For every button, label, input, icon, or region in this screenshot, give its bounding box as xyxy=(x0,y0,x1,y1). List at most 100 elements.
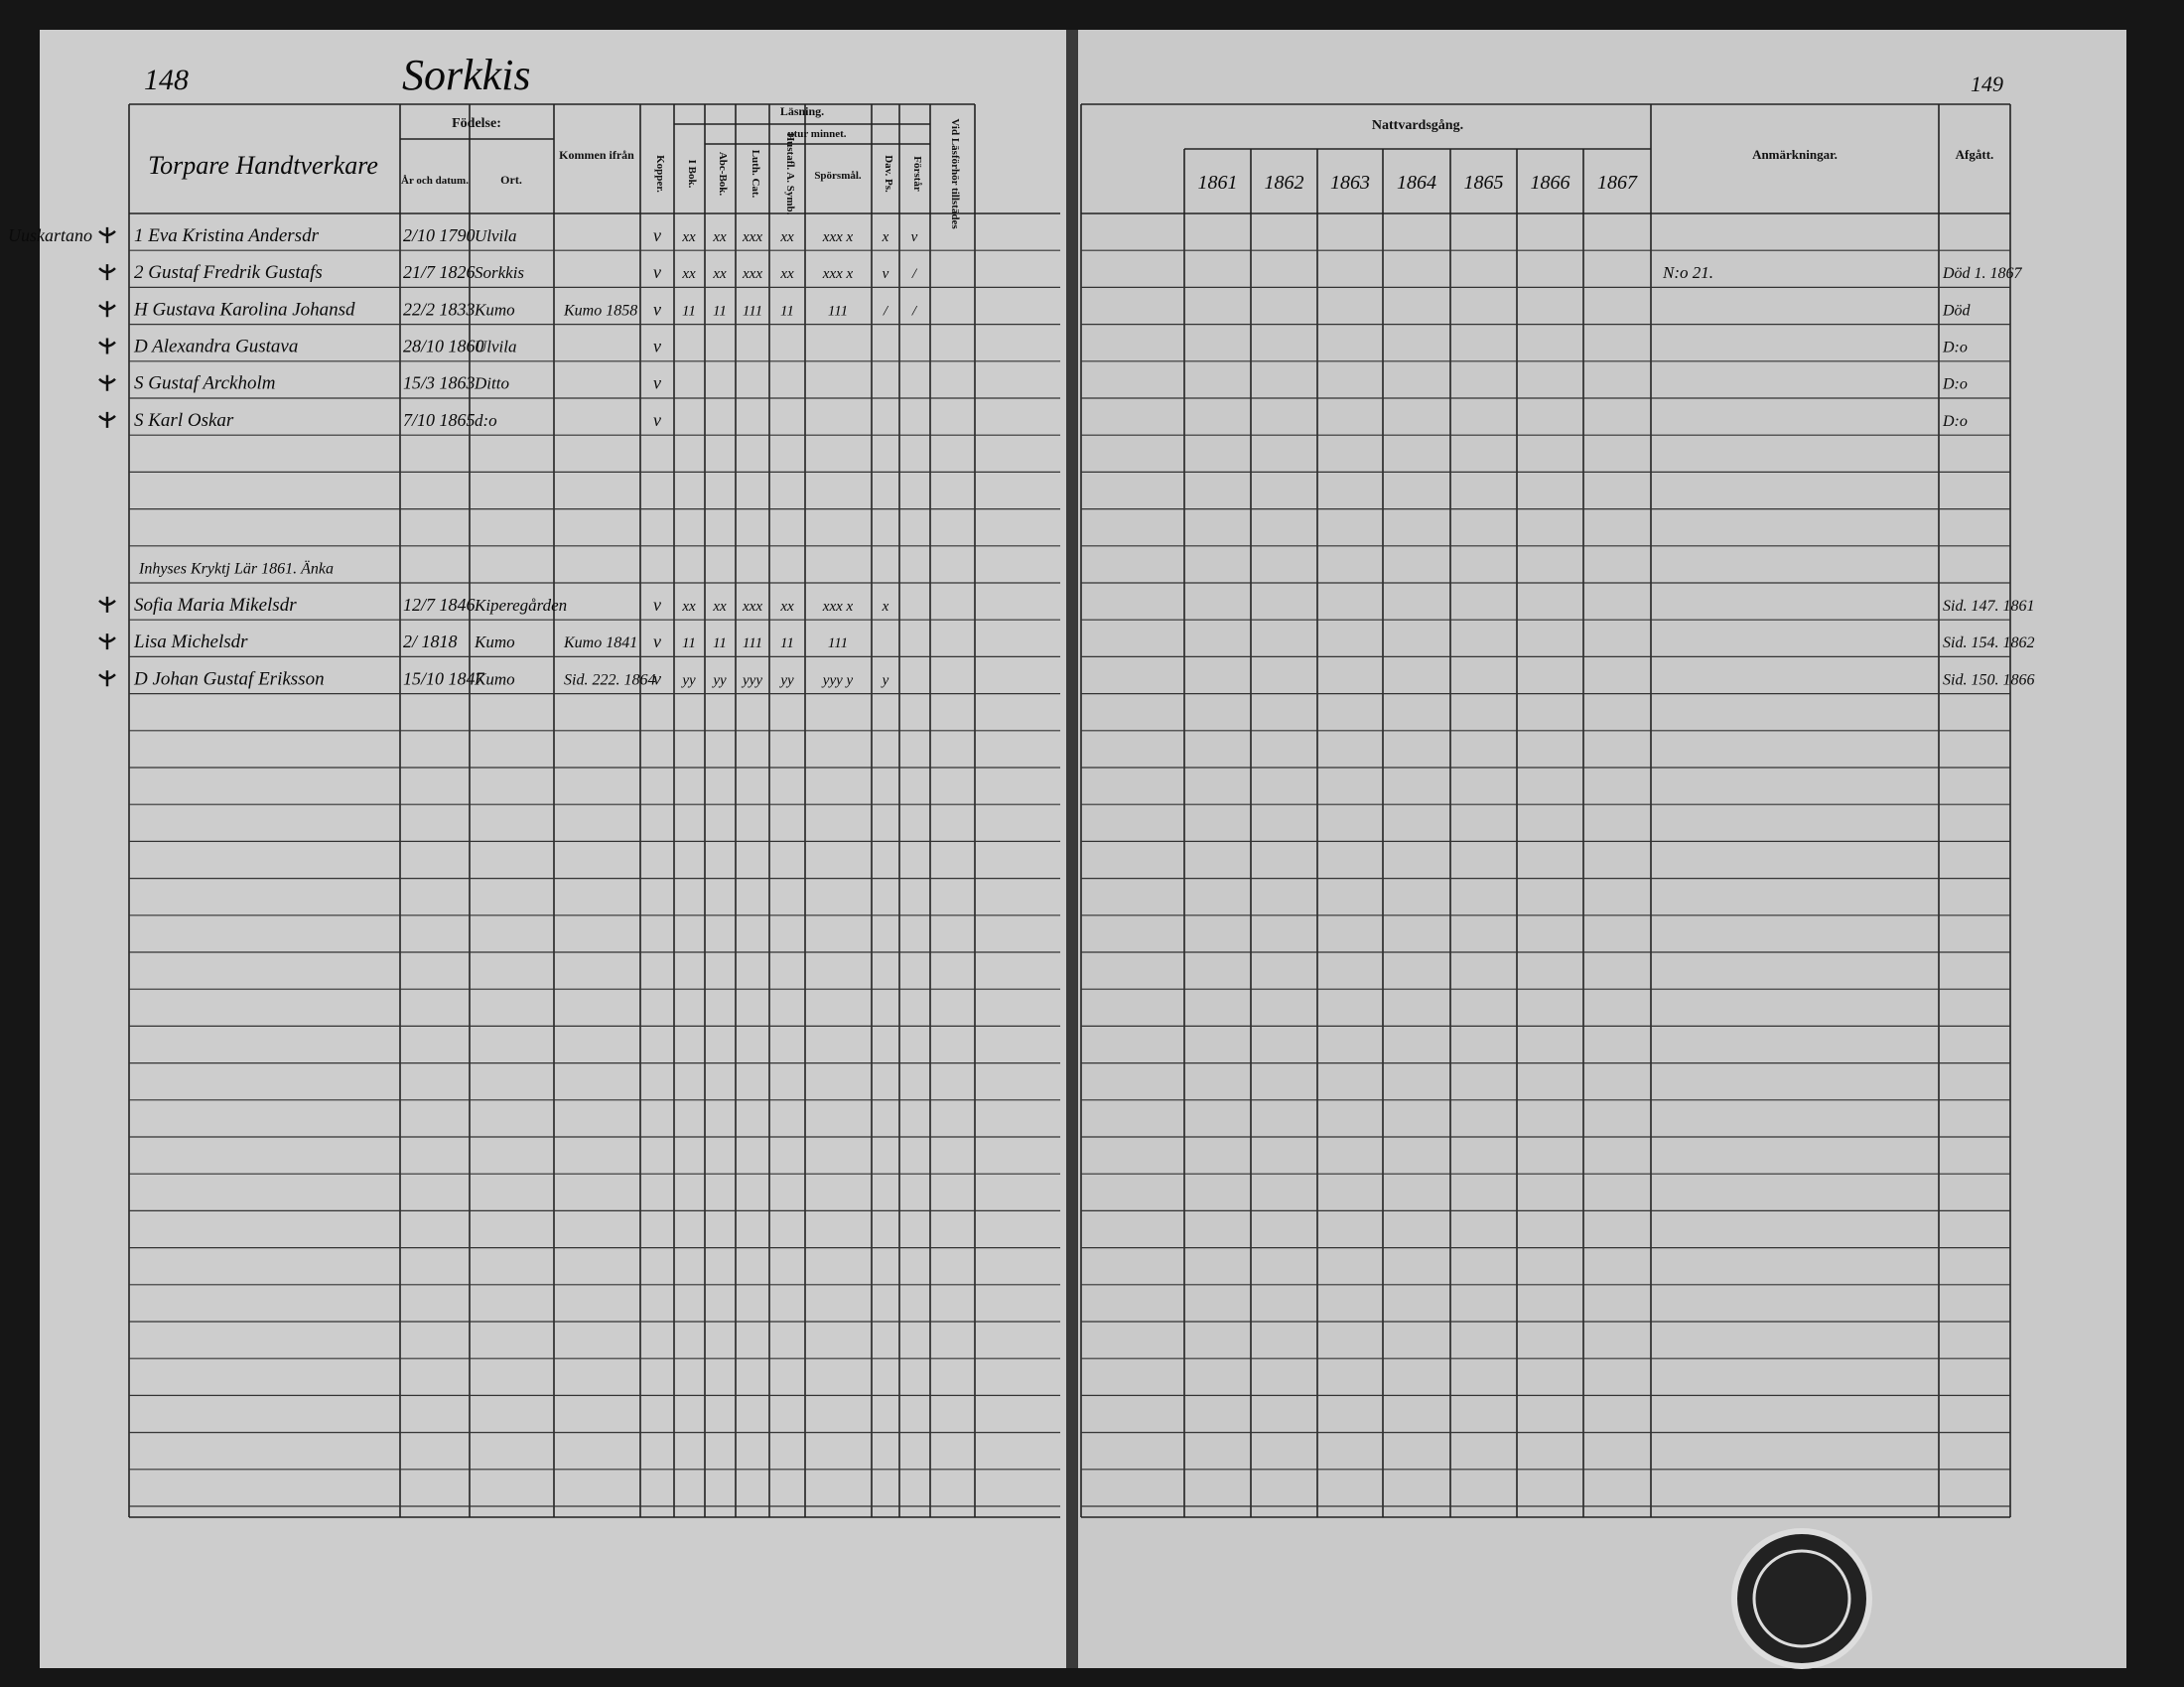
header-label: Spörsmål. xyxy=(814,170,862,182)
reading-mark: 111 xyxy=(743,635,762,651)
birth-date: 22/2 1833 xyxy=(403,299,476,319)
gutter xyxy=(1066,30,1078,1668)
reading-mark: xx xyxy=(681,229,696,245)
death-mark xyxy=(98,264,116,281)
came-from: Sid. 222. 1864 xyxy=(564,671,655,688)
reading-mark: xxx x xyxy=(822,599,854,615)
header-label: Ort. xyxy=(500,173,522,187)
birth-date: 15/10 1847 xyxy=(403,668,485,688)
birth-date: 2/ 1818 xyxy=(403,632,458,651)
kopper-mark: v xyxy=(653,410,661,430)
reading-mark: xx xyxy=(712,266,727,282)
header-label: Hustafl. A. Symb. xyxy=(784,133,796,215)
reading-mark: xx xyxy=(681,266,696,282)
death-mark xyxy=(98,633,116,650)
person-name: Lisa Michelsdr xyxy=(133,632,248,652)
header-label: Afgått. xyxy=(1956,147,1994,162)
reading-mark: xxx xyxy=(742,599,762,615)
reading-mark: / xyxy=(883,303,889,319)
reading-mark: xx xyxy=(712,599,727,615)
birth-date: 12/7 1846 xyxy=(403,595,476,615)
death-mark xyxy=(98,596,116,613)
reading-mark: yy xyxy=(680,672,696,688)
kopper-mark: v xyxy=(653,299,661,319)
reading-mark: yy xyxy=(778,672,794,688)
departure: Sid. 154. 1862 xyxy=(1943,634,2034,651)
departure: Död 1. 1867 xyxy=(1942,265,2023,282)
header-label: Luth. Cat. xyxy=(750,150,761,199)
birth-place: Kumo xyxy=(474,669,515,688)
birth-place: Ulvila xyxy=(475,338,517,356)
page-number: 148 xyxy=(144,64,189,96)
page-number: 149 xyxy=(1971,71,2003,96)
farm-name: Uuskartano xyxy=(8,225,92,245)
reading-mark: 11 xyxy=(780,635,794,651)
person-name: S Karl Oskar xyxy=(134,410,234,431)
reading-mark: xxx xyxy=(742,229,762,245)
reading-mark: v xyxy=(883,266,889,282)
header-label: Kommen ifrån xyxy=(559,148,634,162)
header-label: utur minnet. xyxy=(787,128,846,140)
header-label: Födelse: xyxy=(452,116,501,131)
kopper-mark: v xyxy=(653,373,661,393)
birth-date: 28/10 1860 xyxy=(403,337,484,356)
reading-mark: y xyxy=(881,672,889,688)
header-label: 1862 xyxy=(1265,172,1304,194)
reading-mark: xx xyxy=(681,599,696,615)
remark: N:o 21. xyxy=(1662,263,1713,282)
birth-place: Kumo xyxy=(474,633,515,651)
reading-mark: x xyxy=(882,599,889,615)
came-from: Kumo 1858 xyxy=(563,302,637,319)
birth-date: 21/7 1826 xyxy=(403,262,476,282)
departure: D:o xyxy=(1942,340,1968,356)
reading-mark: yyy y xyxy=(821,672,854,688)
departure: Sid. 147. 1861 xyxy=(1943,598,2034,615)
reading-mark: 111 xyxy=(828,635,848,651)
reading-mark: xx xyxy=(779,229,794,245)
death-mark xyxy=(98,226,116,243)
person-name: 1 Eva Kristina Andersdr xyxy=(134,225,320,246)
kopper-mark: v xyxy=(653,225,661,245)
birth-place: d:o xyxy=(475,411,497,430)
reading-mark: 11 xyxy=(713,635,727,651)
reading-mark: v xyxy=(911,229,918,245)
header-label: Torpare Handtverkare xyxy=(148,151,378,180)
reading-mark: yy xyxy=(711,672,727,688)
reading-mark: yyy xyxy=(741,672,762,688)
death-mark xyxy=(98,411,116,428)
person-name: H Gustava Karolina Johansd xyxy=(133,299,355,320)
reading-mark: 111 xyxy=(828,303,848,319)
place-name: Sorkkis xyxy=(402,51,531,99)
person-name: 2 Gustaf Fredrik Gustafs xyxy=(134,262,323,283)
reading-mark: 111 xyxy=(743,303,762,319)
header-label: Dav. Ps. xyxy=(883,155,894,193)
reading-mark: xx xyxy=(779,599,794,615)
reading-mark: xxx xyxy=(742,266,762,282)
kopper-mark: v xyxy=(653,668,661,688)
header-label: 1864 xyxy=(1397,172,1436,194)
birth-place: Kiperegården xyxy=(474,596,567,615)
reading-mark: xxx x xyxy=(822,266,854,282)
reading-mark: xx xyxy=(779,266,794,282)
kopper-mark: v xyxy=(653,595,661,615)
birth-date: 15/3 1863 xyxy=(403,373,476,393)
departure: D:o xyxy=(1942,376,1968,393)
death-mark xyxy=(98,301,116,318)
reading-mark: x xyxy=(882,229,889,245)
birth-date: 2/10 1790 xyxy=(403,225,476,245)
kopper-mark: v xyxy=(653,632,661,651)
departure: D:o xyxy=(1942,413,1968,430)
reading-mark: 11 xyxy=(682,635,696,651)
header-label: 1863 xyxy=(1330,172,1370,194)
death-mark xyxy=(98,338,116,354)
reading-mark: / xyxy=(911,303,918,319)
birth-place: Sorkkis xyxy=(475,263,524,282)
person-name: D Johan Gustaf Eriksson xyxy=(133,668,325,689)
header-label: Abc-Bok. xyxy=(717,152,729,197)
person-name: S Gustaf Arckholm xyxy=(134,373,276,394)
person-name: Sofia Maria Mikelsdr xyxy=(134,595,297,616)
reading-mark: 11 xyxy=(780,303,794,319)
birth-place: Ulvila xyxy=(475,226,517,245)
stamp-ring xyxy=(1752,1549,1851,1648)
